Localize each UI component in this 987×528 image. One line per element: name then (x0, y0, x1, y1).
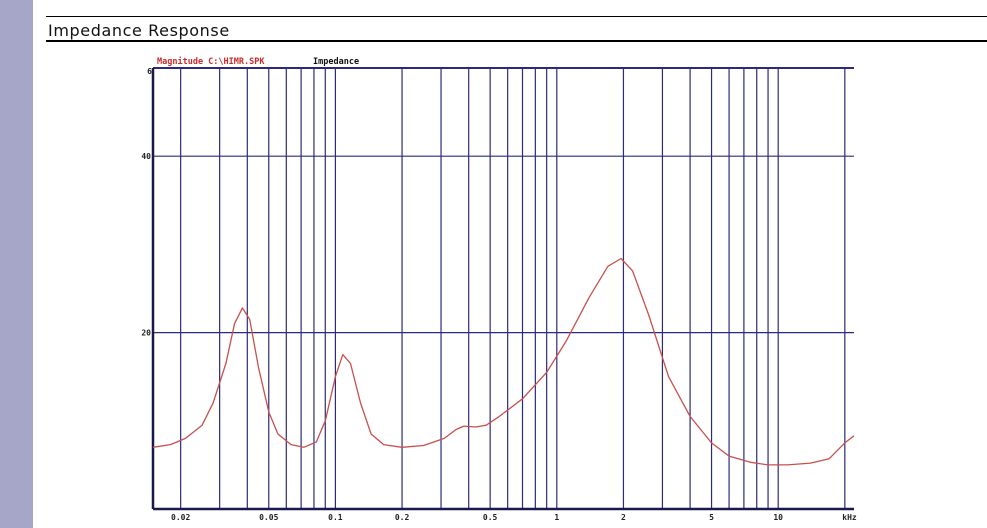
x-tick-label: 10 (773, 513, 783, 522)
x-tick-label: 1 (554, 513, 559, 522)
x-tick-label: 0.02 (171, 513, 190, 522)
y-tick-label: 20 (141, 329, 151, 338)
grid (151, 67, 854, 511)
impedance-trace (152, 257, 855, 466)
sidebar-strip (0, 0, 33, 528)
section-title: Impedance Response (48, 21, 230, 40)
axis-labels: 20 40 6 0.02 0.05 0.1 0.2 0.5 1 2 5 10 kHz (141, 67, 857, 522)
y-tick-label: 6 (147, 67, 152, 76)
header-rule-bottom (46, 40, 987, 42)
x-tick-label: 0.5 (483, 513, 498, 522)
x-tick-label: 0.05 (259, 513, 278, 522)
header-rule-top (46, 16, 987, 17)
plot-area (153, 68, 854, 509)
x-tick-label: 0.2 (395, 513, 410, 522)
x-tick-label: 5 (709, 513, 714, 522)
chart-title-quantity: Impedance (313, 57, 359, 67)
chart-title-source: Magnitude C:\HIMR.SPK (157, 56, 265, 67)
x-tick-label: 2 (621, 513, 626, 522)
x-tick-label: 0.1 (328, 513, 343, 522)
series-layer (152, 257, 855, 466)
x-tick-label: kHz (842, 513, 857, 522)
y-tick-label: 40 (141, 152, 151, 161)
